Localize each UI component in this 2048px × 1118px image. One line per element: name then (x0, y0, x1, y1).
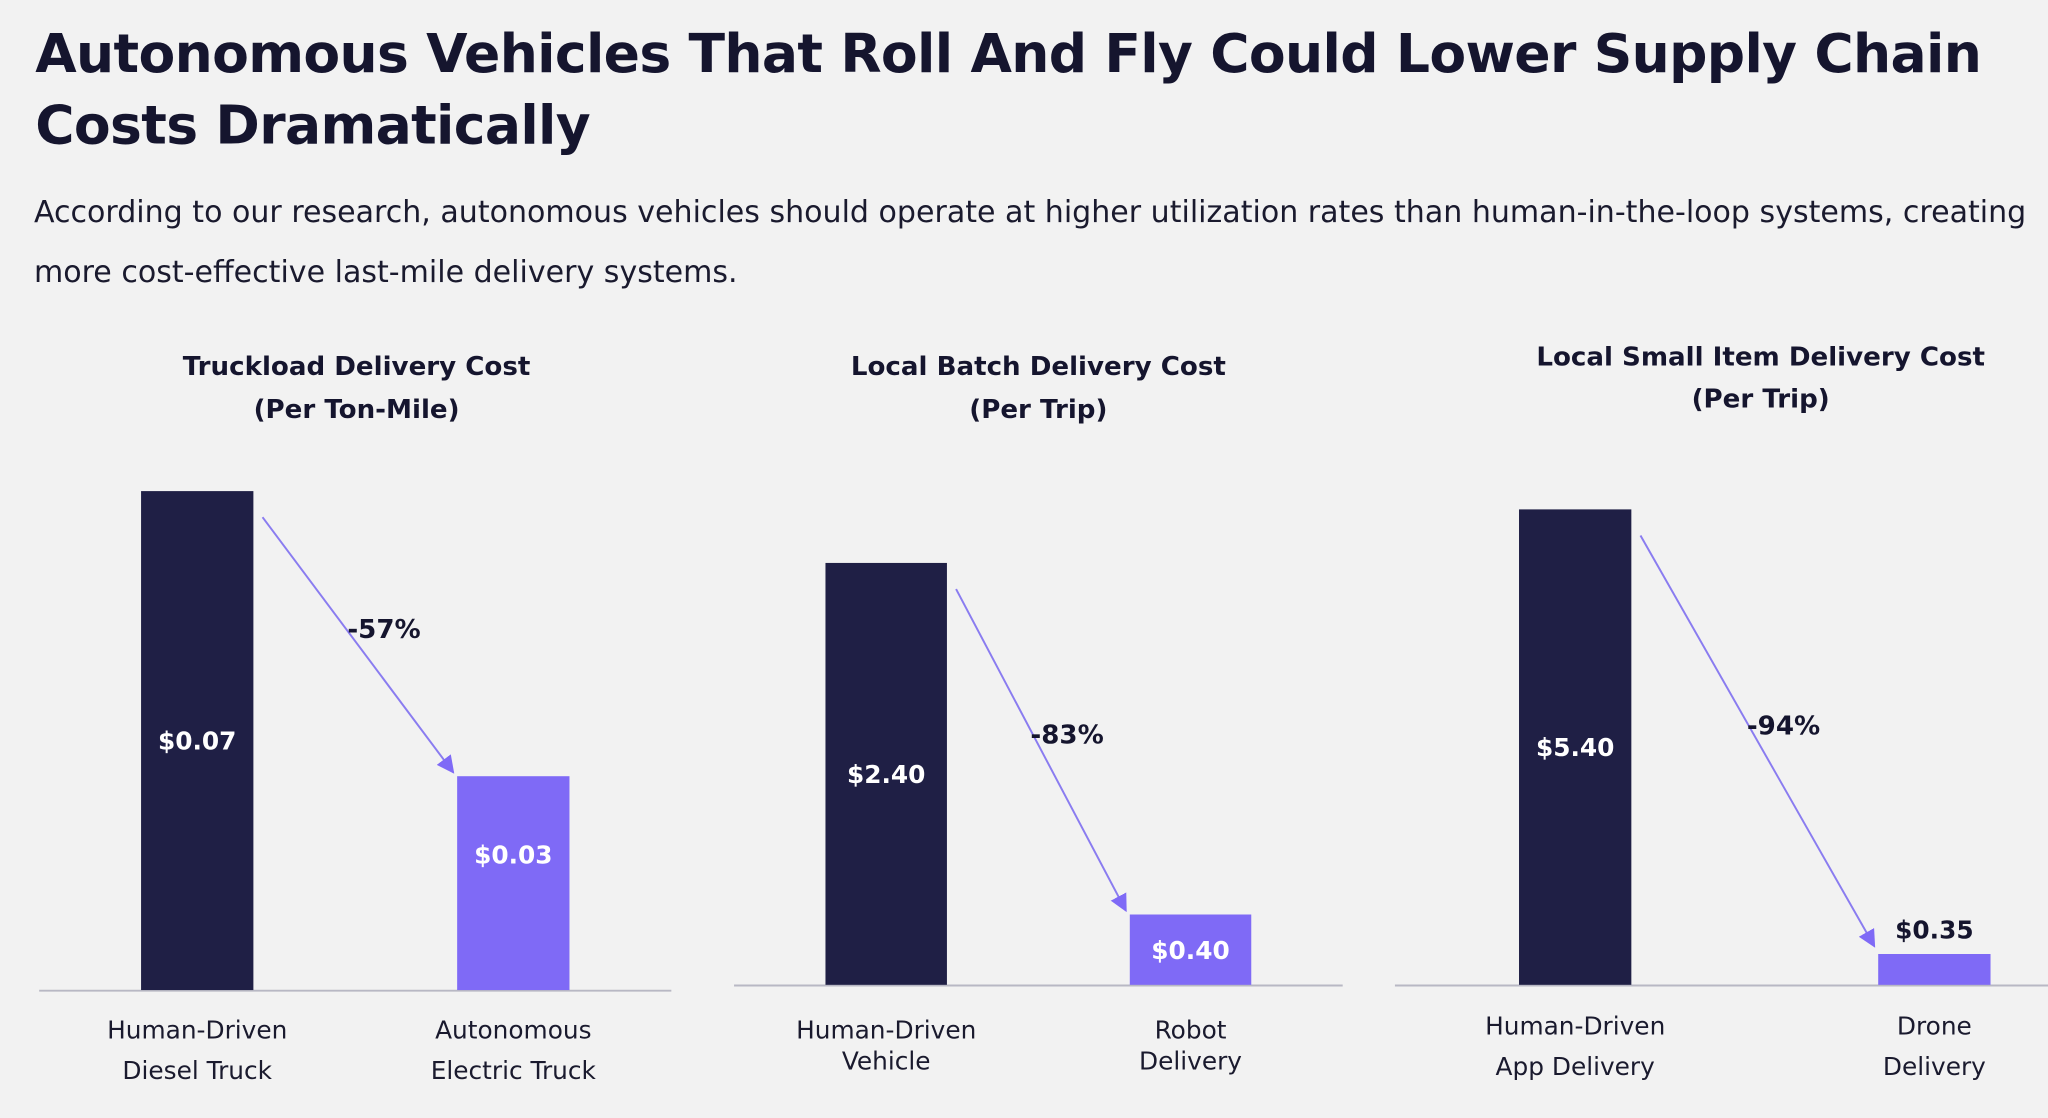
change-label: -83% (1030, 720, 1103, 750)
chart-title: Truckload Delivery Cost (183, 352, 531, 382)
bar-autonomous (1878, 953, 1991, 985)
category-label: Autonomous (435, 1015, 591, 1044)
category-label: Delivery (1139, 1047, 1242, 1076)
page-title: Autonomous Vehicles That Roll And Fly Co… (35, 22, 1982, 157)
category-label: Robot (1155, 1015, 1227, 1044)
category-label: Electric Truck (431, 1056, 597, 1085)
category-label: Human-Driven (796, 1015, 976, 1044)
category-label: Diesel Truck (122, 1056, 272, 1085)
category-label: Human-Driven (107, 1015, 287, 1044)
chart-title: Local Small Item Delivery Cost (1536, 343, 1985, 373)
data-label: $0.35 (1895, 915, 1973, 944)
bar-autonomous (1129, 914, 1252, 985)
chart-title: (Per Ton-Mile) (254, 395, 460, 425)
data-label: $2.40 (847, 760, 925, 789)
data-label: $0.07 (158, 727, 236, 756)
category-label: Delivery (1883, 1052, 1986, 1081)
chart-title: Local Batch Delivery Cost (851, 352, 1226, 382)
data-label: $5.40 (1536, 733, 1614, 762)
chart-title: (Per Trip) (969, 395, 1107, 425)
decrease-arrow (955, 588, 1127, 913)
bar-human-driven (825, 562, 947, 985)
chart-title: (Per Trip) (1692, 385, 1830, 415)
category-label: App Delivery (1496, 1052, 1655, 1081)
category-label: Human-Driven (1485, 1011, 1665, 1040)
change-label: -94% (1747, 711, 1820, 741)
decrease-arrow (1639, 535, 1876, 948)
data-label: $0.40 (1151, 936, 1229, 965)
bar-human-driven (141, 491, 254, 991)
bar-autonomous (457, 776, 570, 991)
category-label: Vehicle (842, 1047, 931, 1076)
category-label: Drone (1897, 1011, 1972, 1040)
decrease-arrow (261, 516, 455, 774)
data-label: $0.03 (474, 841, 552, 870)
page-subtitle: According to our research, autonomous ve… (33, 195, 2027, 290)
change-label: -57% (347, 615, 420, 645)
bar-human-driven (1519, 509, 1632, 985)
